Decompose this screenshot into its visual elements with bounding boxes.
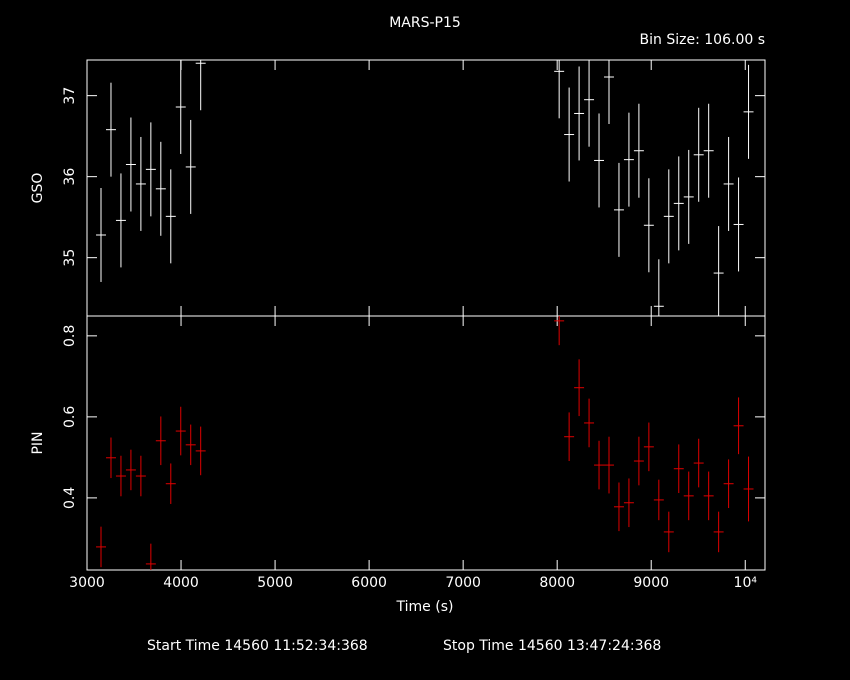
y-tick-label: 0.4 (62, 487, 78, 509)
y-tick-label: 36 (62, 168, 78, 186)
x-tick-label: 4000 (163, 575, 199, 591)
x-tick-label: 7000 (445, 575, 481, 591)
start-time: Start Time 14560 11:52:34:368 (147, 638, 368, 654)
plot-area (96, 60, 754, 316)
plot-area (96, 316, 754, 570)
y-axis-label: GSO (30, 173, 46, 204)
panel-frame (86, 315, 766, 571)
stop-time: Stop Time 14560 13:47:24:368 (443, 638, 661, 654)
x-tick-label: 5000 (257, 575, 293, 591)
bin-size: Bin Size: 106.00 s (640, 32, 765, 48)
chart-title: MARS-P15 (389, 15, 461, 31)
y-tick-label: 35 (62, 249, 78, 267)
x-tick-label: 10⁴ (734, 575, 758, 591)
y-tick-label: 0.8 (62, 325, 78, 347)
panel-frame (86, 59, 766, 317)
x-tick-label: 8000 (539, 575, 575, 591)
x-axis-label: Time (s) (396, 599, 454, 615)
y-tick-label: 37 (62, 87, 78, 105)
x-tick-label: 6000 (351, 575, 387, 591)
y-axis-label: PIN (30, 431, 46, 454)
x-tick-label: 9000 (633, 575, 669, 591)
x-tick-label: 3000 (69, 575, 105, 591)
y-tick-label: 0.6 (62, 406, 78, 428)
